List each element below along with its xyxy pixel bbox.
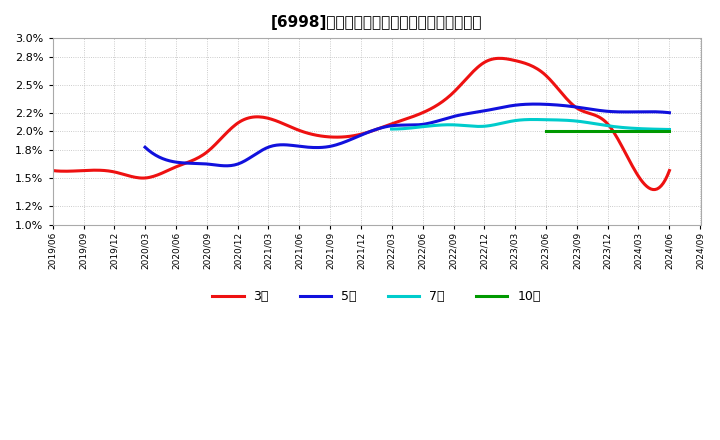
- Legend: 3年, 5年, 7年, 10年: 3年, 5年, 7年, 10年: [207, 285, 546, 308]
- Title: [6998]　経常利益マージンの標準偏差の推移: [6998] 経常利益マージンの標準偏差の推移: [271, 15, 482, 30]
